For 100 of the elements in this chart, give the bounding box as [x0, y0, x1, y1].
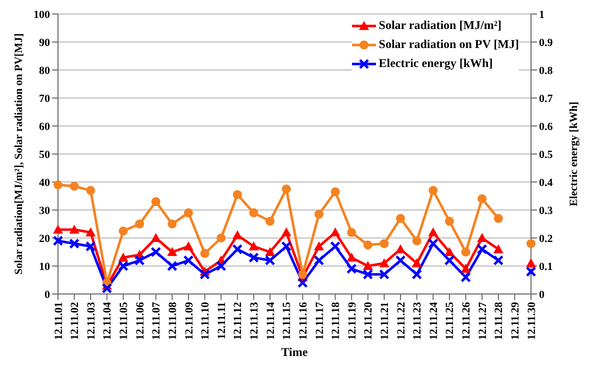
- x-tick-label: 12.11.12: [232, 302, 244, 340]
- point: [86, 227, 96, 236]
- x-tick-label: 12.11.06: [134, 302, 146, 340]
- y2-tick-label: 0: [539, 288, 545, 301]
- point: [363, 240, 372, 250]
- point: [314, 255, 324, 266]
- point: [150, 233, 161, 242]
- x-tick-label: 12.11.04: [102, 302, 114, 340]
- point: [460, 272, 472, 282]
- point: [248, 252, 259, 263]
- point: [346, 264, 357, 274]
- point: [52, 236, 64, 246]
- legend-label: Solar radiation [MJ/m²]: [378, 18, 502, 33]
- point: [118, 252, 128, 262]
- y-tick-label: 100: [34, 8, 50, 21]
- point: [102, 283, 112, 294]
- y-tick-label: 60: [39, 120, 50, 133]
- point: [281, 227, 292, 236]
- x-tick-label: 12.11.22: [395, 302, 408, 340]
- y-tick-label: 90: [39, 36, 50, 49]
- x-tick-label: 12.11.18: [330, 302, 342, 340]
- point: [314, 241, 324, 250]
- point: [200, 248, 210, 258]
- x-tick-label: 12.11.30: [526, 302, 538, 340]
- x-tick-label: 12.11.28: [493, 302, 506, 340]
- y2-tick-label: 0.6: [539, 120, 554, 133]
- point: [118, 260, 128, 272]
- point: [461, 248, 470, 256]
- point: [396, 214, 406, 223]
- legend-label: Electric energy [kWh]: [378, 56, 493, 71]
- point: [53, 224, 63, 234]
- point: [134, 255, 145, 266]
- y-tick-label: 70: [39, 92, 50, 105]
- point: [428, 238, 438, 249]
- legend-label: Solar radiation on PV [MJ]: [378, 37, 519, 52]
- point: [428, 186, 438, 195]
- point: [444, 255, 455, 266]
- point: [362, 269, 374, 280]
- x-tick-label: 12.11.11: [216, 302, 228, 340]
- point: [460, 264, 471, 273]
- y2-tick-label: 0.5: [539, 148, 554, 161]
- point: [183, 241, 194, 250]
- point: [118, 226, 128, 236]
- y2-tick-label: 0.1: [539, 260, 553, 273]
- x-tick-label: 12.11.10: [200, 302, 212, 340]
- point: [216, 260, 226, 272]
- point: [86, 186, 96, 195]
- y-tick-label: 40: [39, 176, 50, 189]
- point: [347, 228, 356, 237]
- point: [150, 246, 162, 258]
- point: [167, 247, 178, 256]
- y2-tick-label: 1: [539, 8, 544, 21]
- point: [248, 241, 259, 250]
- point: [478, 194, 487, 204]
- point: [70, 182, 79, 191]
- point: [232, 244, 243, 254]
- point: [266, 216, 275, 226]
- y2-tick-label: 0.2: [539, 232, 554, 245]
- point: [232, 230, 242, 240]
- x-tick-label: 12.11.26: [460, 302, 473, 340]
- point: [69, 224, 80, 234]
- y-tick-label: 0: [44, 288, 50, 301]
- x-tick-label: 12.11.20: [362, 302, 375, 340]
- y-tick-label: 80: [39, 64, 50, 77]
- point: [412, 269, 422, 280]
- y-tick-label: 30: [39, 204, 50, 217]
- y2-tick-label: 0.3: [539, 204, 554, 217]
- point: [298, 270, 308, 279]
- x-tick-label: 12.11.01: [52, 302, 65, 340]
- point: [151, 197, 160, 206]
- point: [69, 238, 80, 249]
- point: [526, 258, 536, 268]
- y2-tick-label: 0.4: [539, 176, 554, 189]
- x-tick-label: 12.11.05: [118, 302, 130, 340]
- point: [183, 255, 194, 266]
- point: [232, 190, 242, 200]
- point: [200, 269, 210, 280]
- y2-tick-label: 0.8: [539, 64, 554, 77]
- point: [346, 252, 357, 262]
- point: [184, 208, 193, 218]
- point: [330, 241, 341, 252]
- point: [314, 210, 324, 219]
- point: [444, 247, 454, 256]
- x-tick-label: 12.11.25: [444, 302, 456, 340]
- point: [281, 241, 292, 252]
- point: [412, 258, 422, 268]
- y-axis-title: Solar radiation[MJ/m²], Solar radiation on PV[MJ]: [12, 33, 25, 275]
- y-tick-label: 20: [39, 232, 50, 245]
- point: [54, 180, 62, 190]
- x-tick-label: 12.11.14: [264, 302, 277, 340]
- point: [249, 208, 258, 218]
- point: [166, 260, 178, 272]
- point: [330, 187, 340, 196]
- x-tick-label: 12.11.24: [428, 302, 440, 340]
- point: [264, 255, 276, 266]
- y-tick-label: 10: [39, 260, 50, 273]
- point: [477, 233, 488, 242]
- point: [493, 244, 504, 254]
- x-tick-label: 12.11.03: [85, 302, 98, 340]
- x-tick-label: 12.11.23: [412, 302, 424, 340]
